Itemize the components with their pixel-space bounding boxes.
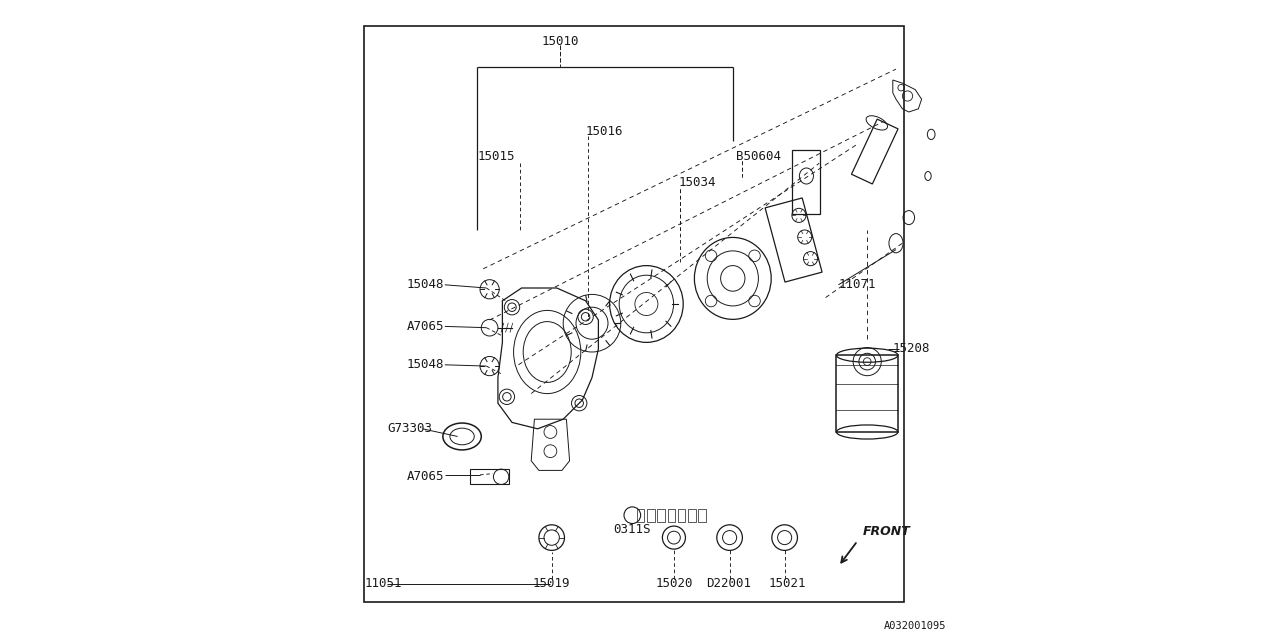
Text: 0311S: 0311S [613,524,650,536]
Text: D22001: D22001 [705,577,751,590]
Text: FRONT: FRONT [863,525,910,538]
Text: 15048: 15048 [407,358,444,371]
Text: 15019: 15019 [532,577,571,590]
Text: 11071: 11071 [838,278,876,291]
Text: A7065: A7065 [407,320,444,333]
Text: 11051: 11051 [365,577,402,590]
Text: 15208: 15208 [893,342,931,355]
Text: A032001095: A032001095 [883,621,946,631]
Bar [689,509,696,522]
Bar [837,355,899,432]
Text: G73303: G73303 [387,422,433,435]
Text: 15020: 15020 [655,577,692,590]
Bar [678,509,686,522]
Text: 15034: 15034 [678,176,716,189]
Text: 15010: 15010 [541,35,579,48]
Text: 15021: 15021 [768,577,806,590]
Bar [646,509,655,522]
Bar [364,26,904,602]
Bar [637,509,644,522]
Bar [699,509,707,522]
Text: 15016: 15016 [585,125,623,138]
Text: B50604: B50604 [736,150,781,163]
Bar [792,150,820,214]
Bar [471,469,509,484]
Text: A7065: A7065 [407,470,444,483]
Text: 15015: 15015 [477,150,516,163]
Bar [658,509,666,522]
Text: 15048: 15048 [407,278,444,291]
Bar [668,509,676,522]
